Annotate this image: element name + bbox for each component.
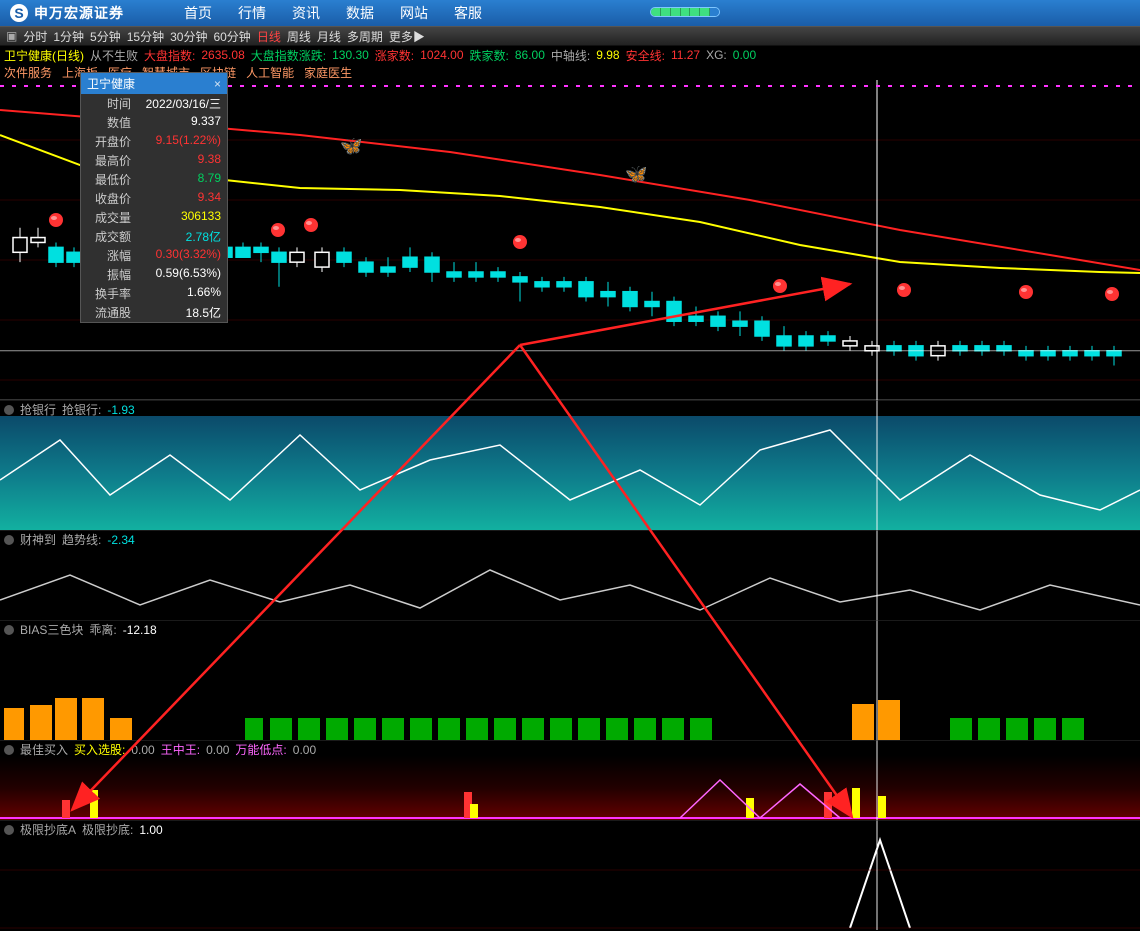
- chart-header: 卫宁健康(日线) 从不生败 大盘指数: 2635.08 大盘指数涨跌: 130.…: [0, 46, 1140, 64]
- indicator-bestbuy[interactable]: 最佳买入买入选股:0.00王中王:0.00万能低点:0.00: [0, 740, 1140, 820]
- tooltip-row: 开盘价9.15(1.22%): [81, 132, 227, 151]
- logo-text: 申万宏源证券: [34, 3, 124, 23]
- bullet-icon: [4, 825, 14, 835]
- idx-val: 2635.08: [201, 48, 244, 62]
- idx-chg-val: 130.30: [332, 48, 369, 62]
- safe-val: 11.27: [671, 48, 700, 62]
- timeframe-5[interactable]: 60分钟: [213, 28, 250, 45]
- tag[interactable]: 家庭医生: [304, 64, 352, 81]
- bullet-icon: [4, 625, 14, 635]
- up-label: 涨家数:: [375, 47, 414, 64]
- tooltip-row: 数值9.337: [81, 113, 227, 132]
- indicator-label: 财神到趋势线:-2.34: [4, 531, 135, 548]
- bullet-icon: [4, 745, 14, 755]
- tooltip-title: 卫宁健康: [87, 75, 135, 92]
- tooltip-title-bar[interactable]: 卫宁健康 ×: [81, 73, 227, 94]
- app-logo: S 申万宏源证券: [10, 3, 124, 23]
- xg-val: 0.00: [733, 48, 756, 62]
- tooltip-row: 流通股18.5亿: [81, 303, 227, 322]
- nav-item[interactable]: 客服: [454, 3, 482, 23]
- bullet-icon: [4, 535, 14, 545]
- tooltip-row: 最低价8.79: [81, 170, 227, 189]
- down-label: 跌家数:: [470, 47, 509, 64]
- top-bar: S 申万宏源证券 首页 行情 资讯 数据 网站 客服: [0, 0, 1140, 26]
- progress-indicator: [650, 7, 720, 17]
- timeframe-bar: ▣ 分时 1分钟 5分钟 15分钟 30分钟 60分钟日线周线月线多周期更多▶: [0, 26, 1140, 46]
- timeframe-6[interactable]: 日线: [257, 28, 281, 45]
- indicator-qbank[interactable]: 抢银行抢银行:-1.93: [0, 400, 1140, 530]
- stock-name: 卫宁健康(日线): [4, 47, 84, 64]
- safe-label: 安全线:: [626, 47, 665, 64]
- tooltip-row: 涨幅0.30(3.32%): [81, 246, 227, 265]
- nav-item[interactable]: 资讯: [292, 3, 320, 23]
- nav-item[interactable]: 数据: [346, 3, 374, 23]
- main-nav: 首页 行情 资讯 数据 网站 客服: [184, 3, 482, 23]
- indicator-label: 最佳买入买入选股:0.00王中王:0.00万能低点:0.00: [4, 741, 316, 758]
- timeframe-3[interactable]: 15分钟: [127, 28, 164, 45]
- bullet-icon: [4, 405, 14, 415]
- nav-item[interactable]: 首页: [184, 3, 212, 23]
- svg-text:🦋: 🦋: [625, 164, 647, 184]
- tooltip-row: 时间2022/03/16/三: [81, 94, 227, 113]
- strategy-name: 从不生败: [90, 47, 138, 64]
- xg-label: XG:: [706, 48, 727, 62]
- tag[interactable]: 次件服务: [4, 64, 52, 81]
- svg-text:🦋: 🦋: [340, 136, 362, 156]
- timeframe-2[interactable]: 5分钟: [90, 28, 121, 45]
- indicator-label: 极限抄底A极限抄底:1.00: [4, 821, 163, 838]
- tooltip-row: 振幅0.59(6.53%): [81, 265, 227, 284]
- tooltip-row: 收盘价9.34: [81, 189, 227, 208]
- down-val: 86.00: [515, 48, 545, 62]
- timeframe-8[interactable]: 月线: [317, 28, 341, 45]
- indicator-label: BIAS三色块乖离:-12.18: [4, 621, 157, 638]
- tooltip-row: 换手率1.66%: [81, 284, 227, 303]
- timeframe-7[interactable]: 周线: [287, 28, 311, 45]
- indicator-limit[interactable]: 极限抄底A极限抄底:1.00: [0, 820, 1140, 930]
- indicator-label: 抢银行抢银行:-1.93: [4, 401, 135, 418]
- timeframe-1[interactable]: 1分钟: [53, 28, 84, 45]
- timeframe-10[interactable]: 更多▶: [389, 28, 425, 45]
- mid-label: 中轴线:: [551, 47, 590, 64]
- idx-chg-label: 大盘指数涨跌:: [251, 47, 326, 64]
- timeframe-4[interactable]: 30分钟: [170, 28, 207, 45]
- timeframe-0[interactable]: 分时: [23, 28, 47, 45]
- close-icon[interactable]: ×: [214, 77, 221, 91]
- tag[interactable]: 人工智能: [246, 64, 294, 81]
- price-tooltip: 卫宁健康 × 时间2022/03/16/三数值9.337开盘价9.15(1.22…: [80, 72, 228, 323]
- idx-label: 大盘指数:: [144, 47, 195, 64]
- grid-icon[interactable]: ▣: [6, 29, 17, 43]
- timeframe-9[interactable]: 多周期: [347, 28, 383, 45]
- indicator-bias[interactable]: BIAS三色块乖离:-12.18: [0, 620, 1140, 740]
- tooltip-row: 成交量306133: [81, 208, 227, 227]
- logo-icon: S: [10, 4, 28, 22]
- mid-val: 9.98: [596, 48, 619, 62]
- nav-item[interactable]: 行情: [238, 3, 266, 23]
- up-val: 1024.00: [420, 48, 463, 62]
- nav-item[interactable]: 网站: [400, 3, 428, 23]
- tooltip-row: 成交额2.78亿: [81, 227, 227, 246]
- indicator-csd[interactable]: 财神到趋势线:-2.34: [0, 530, 1140, 620]
- tooltip-row: 最高价9.38: [81, 151, 227, 170]
